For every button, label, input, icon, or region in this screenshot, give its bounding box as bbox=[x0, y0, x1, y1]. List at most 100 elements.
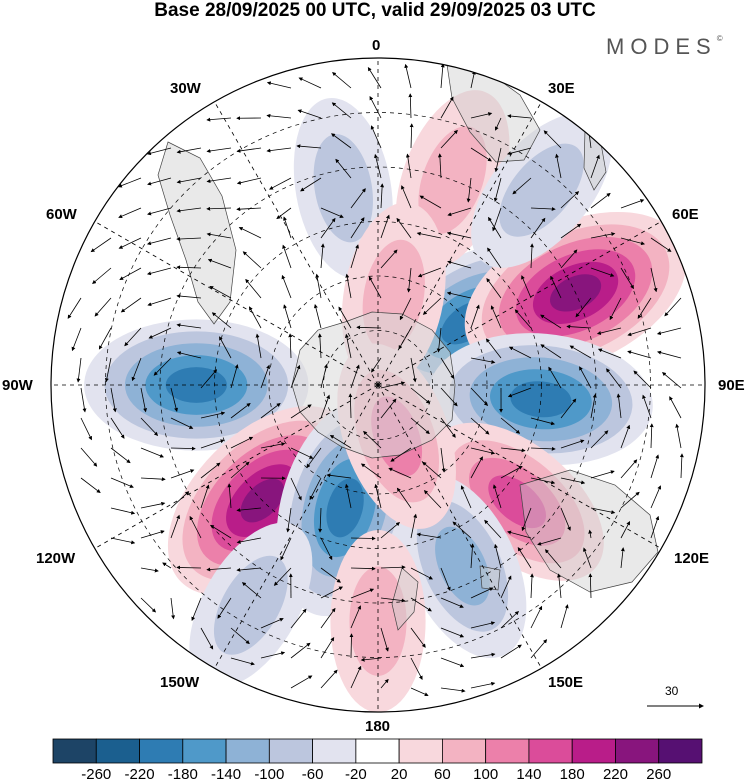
wind-arrow bbox=[363, 430, 382, 449]
wind-arrow bbox=[348, 393, 353, 419]
lon-label-150e: 150E bbox=[548, 674, 584, 691]
wind-arrow bbox=[650, 267, 658, 293]
wind-arrow bbox=[276, 207, 292, 220]
wind-arrow bbox=[620, 521, 631, 539]
anomaly-contour bbox=[326, 478, 364, 538]
wind-arrow bbox=[344, 333, 352, 359]
wind-arrow bbox=[436, 327, 442, 353]
wind-arrow bbox=[405, 153, 412, 179]
wind-arrow bbox=[662, 372, 682, 389]
wind-arrow bbox=[191, 597, 202, 622]
wind-arrow bbox=[241, 582, 262, 599]
tasmania-landmass bbox=[479, 565, 501, 591]
wind-arrow bbox=[217, 597, 232, 619]
wind-arrow bbox=[517, 547, 532, 569]
wind-arrow bbox=[396, 487, 412, 509]
wind-arrow bbox=[500, 610, 519, 629]
wind-arrow bbox=[280, 537, 292, 561]
wind-arrow bbox=[140, 567, 159, 573]
wind-arrow bbox=[530, 477, 556, 485]
wind-arrow bbox=[94, 297, 112, 317]
wind-arrow bbox=[597, 348, 622, 359]
wind-arrow bbox=[255, 333, 262, 359]
wind-arrow bbox=[487, 247, 502, 269]
wind-arrow bbox=[556, 573, 562, 599]
wind-arrow bbox=[360, 657, 382, 662]
wind-arrow bbox=[335, 158, 352, 179]
wind-arrow bbox=[492, 484, 502, 509]
wind-arrow bbox=[470, 387, 489, 406]
wind-arrow bbox=[521, 507, 532, 532]
wind-arrow bbox=[530, 605, 543, 629]
wind-arrow bbox=[283, 304, 292, 329]
lon-label-0: 0 bbox=[372, 37, 381, 54]
wind-arrow bbox=[500, 465, 523, 479]
colorbar-tick-label: 20 bbox=[390, 766, 408, 783]
wind-arrow bbox=[206, 147, 232, 153]
wind-arrow bbox=[230, 627, 250, 645]
wind-arrow bbox=[543, 130, 562, 149]
wind-arrow bbox=[80, 417, 92, 441]
wind-arrow bbox=[309, 477, 322, 501]
wind-arrow bbox=[317, 333, 322, 359]
wind-arrow bbox=[236, 537, 262, 544]
wind-arrow bbox=[71, 327, 82, 352]
wind-arrow bbox=[140, 477, 166, 482]
wind-arrow bbox=[460, 485, 472, 509]
colorbar-swatch bbox=[398, 738, 443, 764]
wind-arrow bbox=[583, 547, 592, 569]
wind-arrow bbox=[440, 597, 464, 608]
colorbar-tick-label: -20 bbox=[345, 766, 367, 783]
wind-arrow bbox=[664, 297, 682, 317]
wind-arrow bbox=[590, 507, 616, 515]
anomaly-contour bbox=[435, 526, 490, 606]
wind-arrow bbox=[440, 687, 466, 693]
wind-arrow bbox=[369, 95, 382, 119]
wind-arrow bbox=[120, 297, 142, 313]
wind-arrow bbox=[118, 237, 142, 249]
wind-arrow bbox=[320, 586, 344, 599]
wind-arrow bbox=[380, 627, 389, 652]
wind-arrow bbox=[440, 567, 451, 592]
wind-arrow bbox=[206, 206, 232, 211]
wind-arrow bbox=[399, 297, 412, 321]
wind-arrow bbox=[494, 117, 502, 131]
wind-arrow bbox=[620, 199, 645, 209]
wind-arrow bbox=[675, 423, 682, 449]
wind-arrow bbox=[230, 461, 250, 479]
colorbar-tick-label: 100 bbox=[473, 766, 499, 783]
wind-arrow bbox=[290, 447, 314, 459]
colorbar-tick-label: -180 bbox=[167, 766, 198, 783]
wind-arrow bbox=[560, 439, 585, 449]
lon-label-90w: 90W bbox=[2, 377, 33, 394]
wind-arrow bbox=[320, 636, 335, 659]
wind-arrow bbox=[633, 370, 652, 389]
colorbar-swatch bbox=[52, 738, 97, 764]
wind-arrow bbox=[80, 387, 87, 413]
wind-arrow bbox=[176, 177, 202, 184]
wind-arrow bbox=[374, 153, 382, 179]
wind-arrow bbox=[507, 114, 532, 119]
wind-arrow bbox=[410, 417, 430, 435]
wind-arrow bbox=[209, 524, 232, 539]
wind-arrow bbox=[260, 617, 284, 629]
wind-arrow bbox=[609, 297, 622, 321]
wind-arrow bbox=[560, 223, 582, 239]
wind-arrow bbox=[494, 543, 502, 569]
anomaly-contour bbox=[418, 126, 487, 235]
wind-arrow bbox=[484, 519, 502, 539]
wind-arrow bbox=[266, 113, 292, 119]
wind-arrow bbox=[266, 81, 292, 89]
wind-arrow bbox=[620, 424, 631, 449]
wind-arrow bbox=[206, 117, 232, 122]
lon-label-120w: 120W bbox=[36, 550, 76, 567]
wind-arrow bbox=[350, 244, 359, 269]
meridian-line bbox=[214, 101, 379, 386]
wind-arrow bbox=[494, 147, 502, 173]
wind-arrow bbox=[410, 657, 423, 680]
wind-arrow bbox=[416, 532, 442, 539]
wind-arrow bbox=[338, 306, 352, 329]
wind-arrow bbox=[642, 394, 652, 419]
wind-arrow bbox=[153, 357, 172, 376]
wind-arrow bbox=[590, 232, 616, 239]
